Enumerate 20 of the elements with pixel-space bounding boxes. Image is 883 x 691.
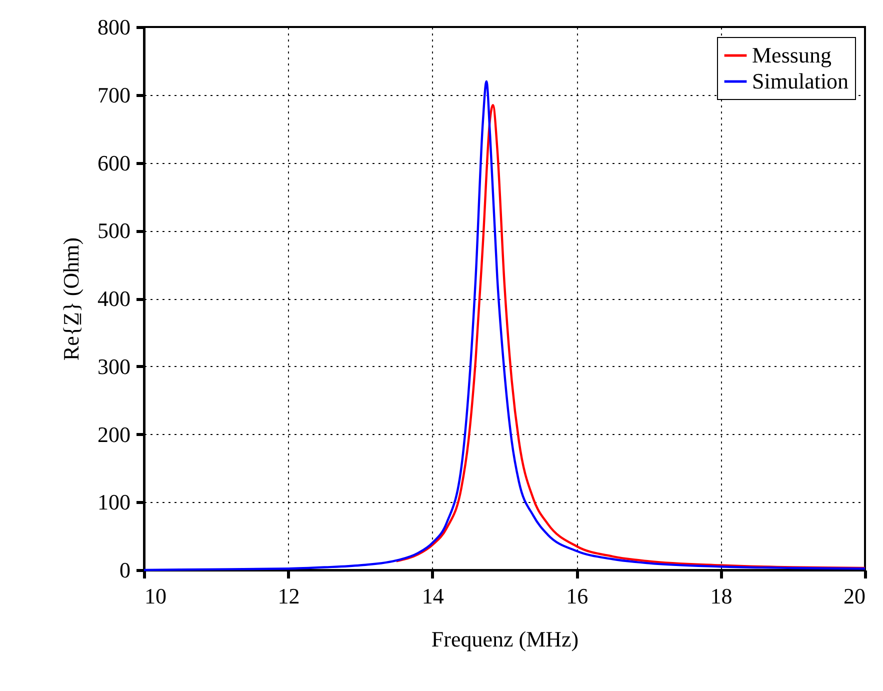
x-tick-label: 12 bbox=[278, 584, 300, 608]
y-tick-label: 800 bbox=[98, 14, 130, 40]
x-tick-label: 14 bbox=[422, 584, 444, 608]
x-tick-label: 20 bbox=[844, 584, 866, 608]
y-tick-label: 600 bbox=[98, 150, 130, 176]
x-tick-label: 10 bbox=[144, 584, 166, 608]
y-tick-label: 400 bbox=[98, 286, 130, 311]
y-tick-label: 100 bbox=[98, 490, 130, 515]
y-tick-label: 0 bbox=[120, 558, 130, 582]
y-tick-label: 700 bbox=[98, 82, 130, 108]
y-tick-label: 500 bbox=[98, 218, 130, 244]
x-tick-label: 16 bbox=[566, 584, 588, 608]
y-tick-label: 200 bbox=[98, 422, 130, 447]
legend-label: Messung bbox=[752, 42, 832, 68]
x-axis-title: Frequenz (MHz) bbox=[431, 626, 579, 652]
y-tick-label: 300 bbox=[98, 354, 130, 379]
line-series bbox=[395, 104, 866, 570]
y-axis-title: Re{Z̲} (Ohm) bbox=[58, 237, 84, 361]
legend-label: Simulation bbox=[752, 68, 849, 94]
x-tick-label: 18 bbox=[710, 584, 732, 608]
